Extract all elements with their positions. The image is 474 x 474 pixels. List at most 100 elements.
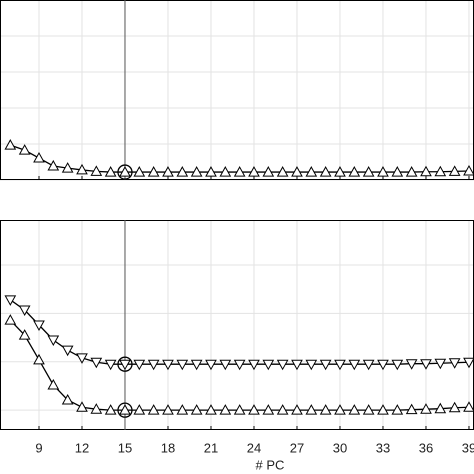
marker [248,359,260,371]
marker [334,404,346,415]
marker [434,402,447,414]
marker [276,359,289,371]
highlight-marker [117,164,133,180]
marker [133,359,146,371]
marker [18,305,31,317]
marker [305,359,318,371]
marker [391,359,404,371]
marker [319,166,332,177]
marker [219,404,232,415]
marker [262,359,275,371]
marker [176,359,189,371]
marker [305,404,318,415]
marker [420,403,432,414]
marker [47,335,60,347]
marker [463,401,474,412]
marker [190,404,203,415]
marker [33,353,45,365]
axes-frame [0,220,474,430]
marker [33,152,45,163]
marker [291,166,303,177]
marker [448,165,461,176]
marker [248,404,260,415]
marker [61,345,74,357]
marker [18,329,31,340]
marker [405,403,418,415]
marker [76,401,88,412]
x-tick-label: 24 [247,440,261,455]
marker [205,359,217,371]
marker [162,404,174,415]
marker [420,165,432,177]
marker [90,357,103,369]
marker [377,404,389,415]
marker [90,403,103,414]
marker [104,166,117,177]
marker [90,165,103,176]
marker [147,404,160,415]
highlight-marker [117,402,133,418]
marker [262,166,275,177]
x-axis-label: # PC [256,457,285,472]
marker [104,359,117,371]
marker [18,144,31,155]
x-tick-label: 33 [376,440,390,455]
marker [362,166,375,177]
x-tick-label: 39 [462,440,474,455]
x-tick-label: 21 [204,440,218,455]
marker [47,378,60,390]
marker [448,358,461,369]
marker [248,166,260,177]
axes [0,0,474,181]
marker [119,166,131,177]
marker [377,359,389,371]
marker [434,358,447,370]
marker [219,166,232,177]
marker [377,166,389,177]
marker [162,359,174,371]
marker [176,404,189,415]
marker [104,404,117,415]
marker [391,166,404,177]
marker [233,404,246,415]
marker [4,295,17,306]
marker [319,404,332,415]
marker [405,166,418,177]
marker [348,166,361,177]
marker [334,359,346,371]
marker [133,166,146,177]
marker [190,359,203,371]
marker [61,162,74,173]
marker [205,404,217,415]
marker [205,166,217,177]
x-tick-label: 30 [333,440,347,455]
marker [233,359,246,371]
axes: 9 12 15 18 21 24 27 30 33 36 39 # PC [0,220,474,472]
marker [291,359,303,371]
marker [233,166,246,177]
marker [33,320,45,332]
marker [119,359,131,371]
marker [448,401,461,413]
x-tick-label: 15 [118,440,132,455]
marker [276,404,289,415]
axes-frame [0,0,474,180]
marker [162,166,174,177]
marker [291,404,303,415]
marker [319,359,332,371]
marker [463,164,474,176]
marker [434,165,447,177]
marker [334,166,346,177]
marker [147,359,160,371]
x-tick-label: 36 [419,440,433,455]
marker [362,359,375,371]
x-tick-label: 12 [75,440,89,455]
marker [362,404,375,415]
x-tick-label: 18 [161,440,175,455]
marker [348,404,361,415]
marker [147,166,160,177]
x-tick-label: 27 [290,440,304,455]
marker [119,404,131,415]
marker [47,159,60,171]
